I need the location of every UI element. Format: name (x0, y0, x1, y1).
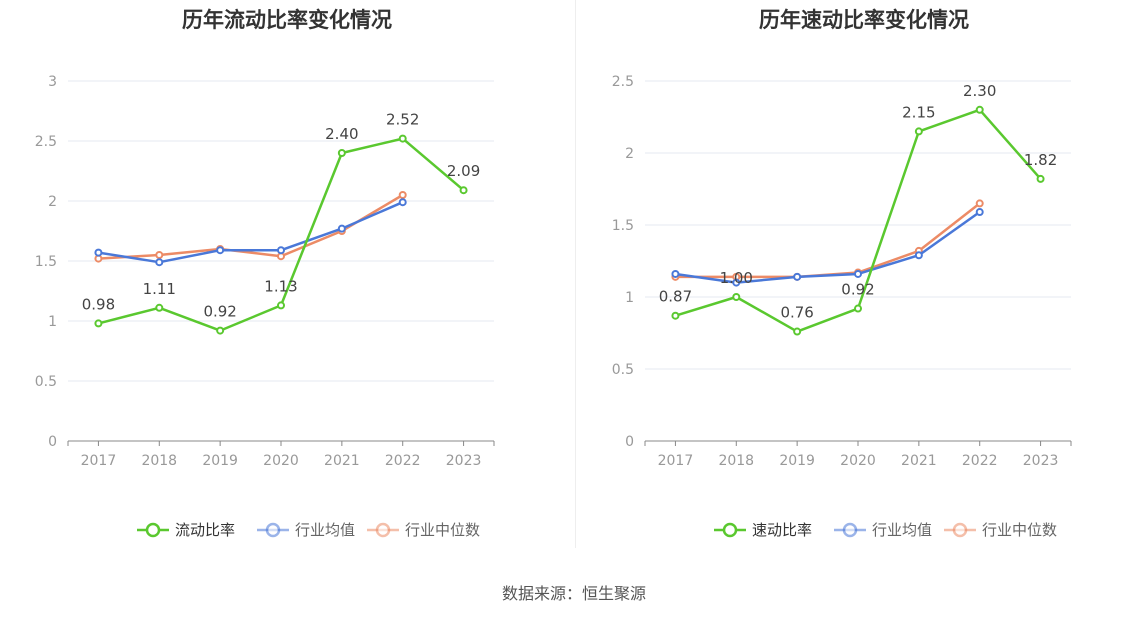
data-point-avg (671, 269, 680, 278)
data-point-median (155, 251, 164, 259)
y-tick-label: 3 (48, 74, 57, 90)
series-line-avg (675, 211, 981, 284)
data-label: 2.09 (447, 162, 480, 180)
data-point-main (914, 127, 923, 136)
data-source-note: 数据来源：恒生聚源 (501, 584, 646, 603)
legend-item-main: 速动比率 (714, 521, 812, 539)
data-point-median (975, 199, 984, 208)
x-tick-label: 2021 (324, 453, 360, 469)
legend-label: 行业均值 (872, 521, 932, 539)
data-point-main (398, 134, 407, 143)
x-tick-label: 2023 (1023, 453, 1059, 469)
legend-item-median: 行业中位数 (367, 521, 480, 539)
data-label: 0.92 (841, 281, 874, 299)
data-label: 2.15 (902, 103, 935, 121)
y-tick-label: 0 (48, 434, 57, 450)
data-point-main (671, 311, 680, 320)
data-point-avg (216, 246, 225, 255)
data-label: 2.40 (325, 125, 358, 143)
y-tick-label: 1 (48, 314, 57, 330)
y-tick-label: 2 (48, 194, 57, 210)
data-label: 2.30 (963, 82, 996, 100)
x-tick-label: 2021 (901, 453, 937, 469)
data-label: 1.13 (264, 277, 297, 295)
data-point-main (155, 303, 164, 312)
legend-label: 行业中位数 (405, 521, 480, 539)
data-point-median (398, 191, 407, 199)
data-point-avg (854, 269, 862, 278)
data-point-main (854, 304, 862, 313)
data-point-avg (337, 224, 346, 233)
current-ratio-chart: 0 0.5 1 1.5 2 2.5 3 2017 2018 2019 2020 2021 2022 202… (35, 74, 495, 539)
legend-marker (375, 522, 391, 538)
y-tick-label: 2.5 (35, 134, 57, 150)
data-label: 1.00 (720, 269, 753, 287)
data-point-main (459, 186, 468, 195)
x-tick-label: 2020 (263, 453, 299, 469)
data-label: 0.92 (203, 303, 236, 321)
y-tick-label: 2.5 (612, 74, 634, 90)
x-tick-label: 2022 (962, 453, 998, 469)
y-tick-label: 2 (625, 146, 634, 162)
x-tick-label: 2023 (446, 453, 482, 469)
x-tick-label: 2022 (385, 453, 421, 469)
data-point-avg (155, 258, 164, 267)
data-label: 2.52 (386, 111, 419, 129)
x-tick-label: 2019 (202, 453, 238, 469)
data-point-avg (277, 246, 285, 255)
chart-title: 历年流动比率变化情况 (182, 8, 392, 32)
x-tick-label: 2017 (658, 453, 694, 469)
quick-ratio-chart: 0 0.5 1 1.5 2 2.5 2017 2018 2019 2020 2021 2022 2023… (612, 74, 1072, 539)
data-point-main (732, 293, 741, 301)
legend-marker (842, 522, 858, 538)
data-label: 0.87 (659, 288, 692, 306)
legend-item-avg: 行业均值 (834, 521, 932, 539)
data-point-avg (398, 198, 407, 207)
legend-item-median: 行业中位数 (944, 521, 1057, 539)
y-tick-label: 1.5 (612, 218, 634, 234)
data-point-avg (94, 248, 103, 257)
y-tick-label: 0.5 (612, 362, 634, 378)
data-point-main (337, 149, 346, 157)
legend-marker (265, 522, 281, 538)
data-point-main (277, 301, 285, 310)
legend-label: 行业均值 (295, 521, 355, 539)
chart-title: 历年速动比率变化情况 (759, 8, 969, 32)
x-tick-label: 2018 (718, 453, 754, 469)
y-tick-label: 1.5 (35, 254, 57, 270)
data-label: 0.76 (780, 304, 813, 322)
data-point-main (975, 105, 984, 114)
x-tick-label: 2019 (779, 453, 815, 469)
legend-marker (145, 522, 161, 538)
panel-divider (575, 0, 576, 548)
current-ratio-panel: 历年流动比率变化情况 0 0.5 1 1.5 2 2.5 3 2017 2018 2019 2020… (0, 0, 574, 560)
x-tick-label: 2017 (81, 453, 117, 469)
data-point-avg (793, 272, 802, 281)
quick-ratio-panel: 历年速动比率变化情况 0 0.5 1 1.5 2 2.5 2017 2018 2019 2020 2… (577, 0, 1148, 560)
data-point-avg (732, 278, 741, 287)
data-point-main (216, 326, 225, 335)
legend-label: 行业中位数 (982, 521, 1057, 539)
y-tick-label: 0.5 (35, 374, 57, 390)
data-point-avg (914, 251, 923, 260)
data-label: 1.82 (1024, 151, 1057, 169)
x-tick-label: 2018 (141, 453, 177, 469)
legend-item-avg: 行业均值 (257, 521, 355, 539)
legend-label: 速动比率 (752, 521, 812, 539)
y-tick-label: 0 (625, 434, 634, 450)
data-point-main (1036, 174, 1045, 183)
legend-label: 流动比率 (175, 521, 235, 539)
y-tick-label: 1 (625, 290, 634, 306)
data-point-main (94, 319, 103, 328)
legend-marker (952, 522, 968, 538)
data-label: 0.98 (82, 295, 115, 313)
series-line-avg (98, 201, 404, 264)
legend-item-main: 流动比率 (137, 521, 235, 539)
legend-marker (722, 522, 738, 538)
series-line-median (675, 202, 981, 279)
x-tick-label: 2020 (840, 453, 876, 469)
data-label: 1.11 (143, 280, 176, 298)
data-point-avg (975, 208, 984, 217)
data-point-main (793, 327, 802, 336)
